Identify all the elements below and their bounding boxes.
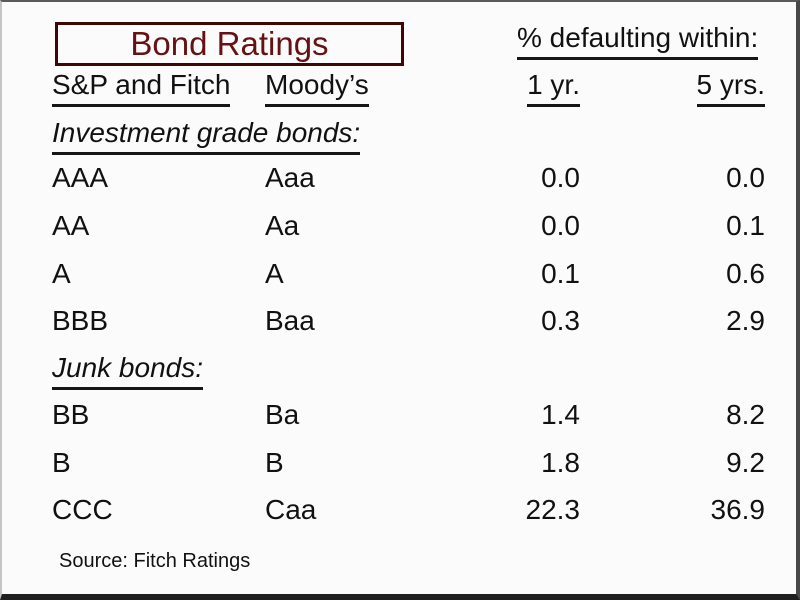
column-header-5yrs: 5 yrs. — [602, 69, 765, 107]
section-header-junk-bonds: Junk bonds: — [2, 352, 796, 394]
default-1yr: 1.4 — [541, 399, 580, 430]
default-1yr: 0.0 — [541, 210, 580, 241]
column-header-sp-fitch: S&P and Fitch — [52, 69, 231, 107]
section-label: Investment grade bonds: — [52, 117, 361, 155]
table-row-bb: BB Ba 1.4 8.2 — [2, 399, 796, 441]
column-header-row: S&P and Fitch Moody’s 1 yr. 5 yrs. — [2, 69, 796, 111]
default-5yr: 0.0 — [726, 162, 765, 193]
rating-sp: B — [52, 447, 71, 478]
table-row-a: A A 0.1 0.6 — [2, 258, 796, 300]
rating-sp: AAA — [52, 162, 109, 193]
rating-moodys: Aaa — [265, 162, 315, 193]
default-5yr: 8.2 — [726, 399, 765, 430]
default-1yr: 0.1 — [541, 258, 580, 289]
title-box: Bond Ratings — [55, 22, 404, 66]
rating-sp: BB — [52, 399, 90, 430]
rating-sp: A — [52, 258, 71, 289]
default-1yr: 22.3 — [525, 494, 581, 525]
table-row-ccc: CCC Caa 22.3 36.9 — [2, 494, 796, 536]
default-1yr: 0.3 — [541, 305, 580, 336]
default-1yr: 0.0 — [541, 162, 580, 193]
source-note: Source: Fitch Ratings — [59, 550, 251, 572]
column-header-moodys: Moody’s — [265, 69, 369, 107]
rating-moodys: Caa — [265, 494, 317, 525]
default-5yr: 9.2 — [726, 447, 765, 478]
rating-sp: BBB — [52, 305, 109, 336]
defaulting-within-header: % defaulting within: — [517, 22, 759, 60]
defaulting-within-label: % defaulting within: — [517, 22, 759, 60]
rating-moodys: A — [265, 258, 284, 289]
column-header-1yr: 1 yr. — [422, 69, 580, 107]
table-row-aa: AA Aa 0.0 0.1 — [2, 210, 796, 252]
rating-sp: CCC — [52, 494, 113, 525]
rating-moodys: B — [265, 447, 284, 478]
page-title: Bond Ratings — [130, 25, 329, 62]
default-5yr: 0.1 — [726, 210, 765, 241]
table-row-bbb: BBB Baa 0.3 2.9 — [2, 305, 796, 347]
default-5yr: 0.6 — [726, 258, 765, 289]
default-5yr: 2.9 — [726, 305, 765, 336]
table-row-aaa: AAA Aaa 0.0 0.0 — [2, 162, 796, 204]
section-header-investment-grade: Investment grade bonds: — [2, 117, 796, 159]
rating-moodys: Aa — [265, 210, 300, 241]
rating-moodys: Baa — [265, 305, 315, 336]
rating-moodys: Ba — [265, 399, 300, 430]
table-row-b: B B 1.8 9.2 — [2, 447, 796, 489]
default-1yr: 1.8 — [541, 447, 580, 478]
rating-sp: AA — [52, 210, 90, 241]
default-5yr: 36.9 — [710, 494, 766, 525]
section-label: Junk bonds: — [52, 352, 203, 390]
